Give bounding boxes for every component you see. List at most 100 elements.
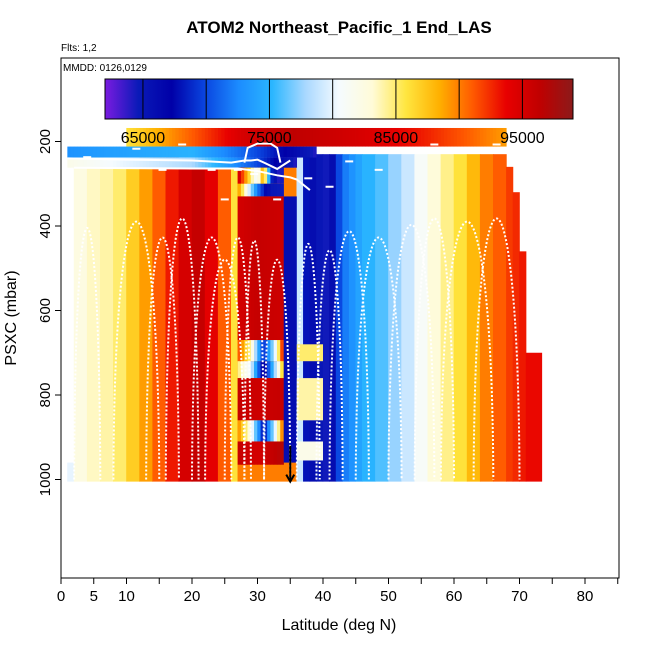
heatmap-band-cell [149,157,153,168]
heatmap-band-cell [172,127,176,147]
heatmap-zebra-cell [270,378,275,421]
heatmap-zebra-cell [263,420,268,442]
heatmap-band-cell [103,157,108,168]
heatmap-band-cell [486,127,491,147]
heatmap-band-cell [132,146,137,158]
chart-title: ATOM2 Northeast_Pacific_1 End_LAS [186,18,491,37]
heatmap-zebra-cell [270,196,275,341]
heatmap-band-cell [221,146,225,158]
heatmap-zebra-cell [244,441,248,465]
heatmap-band-cell [67,146,72,158]
heatmap-band-cell [309,146,314,158]
heatmap-zebra-cell [270,420,275,442]
heatmap-band-cell [208,127,212,147]
heatmap-zebra-cell [247,167,252,184]
heatmap-cell [427,154,442,482]
heatmap-band-cell [496,127,501,147]
flight-track-hump [243,142,282,163]
heatmap-zebra-cell [270,183,275,197]
heatmap-band-cell [342,127,347,147]
heatmap-zebra-cell [244,183,248,197]
heatmap-band-cell [168,127,173,147]
heatmap-band-cell [480,127,484,147]
heatmap-band-cell [145,157,150,168]
heatmap-band-cell [270,146,275,158]
heatmap-zebra-cell [254,196,258,341]
heatmap-cell [512,192,520,482]
heatmap-zebra-cell [267,183,271,197]
heatmap-band-cell [473,127,478,147]
heatmap-zebra-cell [273,196,278,341]
heatmap-cell [67,462,75,482]
heatmap-band-cell [250,127,255,147]
heatmap-zebra-cell [273,378,278,421]
y-axis-label: PSXC (mbar) [3,270,20,365]
heatmap-band-cell [237,157,242,168]
heatmap-band-cell [195,157,199,168]
heatmap-zebra-cell [280,441,284,465]
heatmap-band-cell [466,127,471,147]
colorbar-tick-label: 85000 [374,130,419,147]
heatmap-band-cell [263,127,268,147]
heatmap-zebra-cell [247,196,252,341]
heatmap-band-cell [80,157,85,168]
heatmap-band-cell [368,127,373,147]
heatmap-zebra-cell [237,420,242,442]
heatmap-band-cell [211,146,216,158]
heatmap-band-cell [319,127,324,147]
heatmap-band-cell [257,146,261,158]
heatmap-band-cell [165,127,170,147]
flight-profile-dotted [354,236,403,480]
heatmap-band-cell [204,146,209,158]
flight-profile-dotted [295,242,321,480]
heatmap-zebra-cell [254,441,258,465]
heatmap-zebra-cell [280,420,284,442]
heatmap-band-cell [100,157,104,168]
y-tick-label: 1000 [37,463,54,496]
heatmap-zebra-cell [280,183,284,197]
heatmap-zebra-cell [250,361,255,379]
heatmap-band-cell [208,157,212,168]
heatmap-band-cell [267,146,271,158]
heatmap-band-cell [430,127,435,147]
heatmap-band-cell [470,127,474,147]
heatmap-cell [342,154,350,482]
heatmap-zebra-cell [276,361,281,379]
heatmap-band-cell [191,127,196,147]
heatmap-zebra-cell [237,441,242,465]
heatmap-band-cell [240,127,245,147]
heatmap-band-cell [450,127,455,147]
heatmap-zebra-cell [254,361,258,379]
heatmap-band-cell [142,146,147,158]
heatmap-zebra-cell [237,167,242,184]
heatmap-zebra-cell [276,378,281,421]
x-tick-label: 5 [90,588,98,605]
heatmap-band-cell [123,157,127,168]
y-tick-label: 200 [37,129,54,154]
heatmap-band-cell [290,157,294,168]
heatmap-zebra-cell [240,196,245,341]
heatmap-cell [73,166,88,482]
heatmap-band-cell [231,146,235,158]
heatmap-zebra-cell [267,167,271,184]
heatmap-band-cell [280,127,284,147]
heatmap-band-cell [254,127,258,147]
heatmap-zebra-cell [247,420,252,442]
heatmap-band-cell [293,127,297,147]
heatmap-zebra-cell [260,340,265,362]
heatmap-band-cell [155,157,160,168]
heatmap-zebra-cell [267,340,271,362]
heatmap-band-cell [231,127,235,147]
heatmap-zebra-cell [267,420,271,442]
heatmap-band-cell [502,127,507,147]
flight-profile-dotted [387,224,436,480]
heatmap-band-cell [273,127,278,147]
heatmap-zebra-cell [254,420,258,442]
heatmap-band-cell [411,127,415,147]
heatmap-band-cell [83,157,88,168]
heatmap-band-cell [355,127,360,147]
heatmap-band-cell [198,127,203,147]
heatmap-zebra-cell [250,196,255,341]
heatmap-zebra-cell [237,378,242,421]
heatmap-band-cell [139,146,144,158]
